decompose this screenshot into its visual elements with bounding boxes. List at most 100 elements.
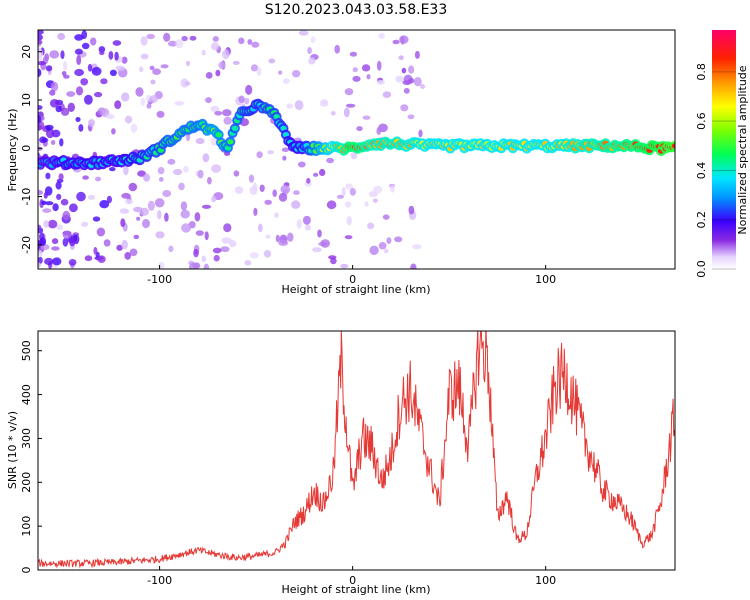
spectrogram-noise-cell [135, 87, 144, 97]
spectrogram-noise-cell [407, 114, 415, 120]
spectrogram-noise-cell [49, 89, 56, 96]
spectrogram-noise-cell [344, 88, 354, 96]
spectrogram-noise-cell [376, 60, 382, 71]
spectrogram-noise-cell [346, 216, 352, 226]
spectrogram-noise-cell [212, 247, 222, 254]
spectrogram-noise-cell [46, 128, 55, 139]
snr-y-tick-label: 200 [20, 472, 33, 493]
spectrogram-noise-cell [211, 195, 217, 203]
spectrogram-x-tick-label: 100 [535, 273, 556, 286]
spectrogram-noise-cell [162, 190, 172, 197]
spectrogram-noise-cell [189, 35, 197, 41]
spectrogram-noise-cell [76, 191, 86, 202]
spectrogram-ridge-cell [282, 132, 290, 138]
spectrogram-noise-cell [330, 111, 336, 116]
spectrogram-noise-cell [369, 245, 379, 255]
spectrogram-noise-cell [293, 190, 300, 196]
spectrogram-noise-cell [366, 74, 371, 80]
colorbar-tick-label: 0.8 [695, 63, 708, 81]
spectrogram-ridge-cell [227, 139, 234, 145]
spectrogram-noise-cell [249, 252, 259, 259]
spectrogram-noise-cell [60, 107, 70, 116]
snr-x-tick-label: -100 [147, 574, 172, 587]
spectrogram-noise-cell [38, 40, 43, 45]
spectrogram-noise-cell [38, 142, 42, 147]
spectrogram-noise-cell [63, 60, 68, 71]
spectrogram-noise-cell [201, 255, 206, 263]
spectrogram-noise-cell [60, 50, 65, 60]
spectrogram-noise-cell [56, 224, 64, 231]
spectrogram-noise-cell [45, 172, 51, 180]
spectrogram-noise-cell [218, 61, 226, 69]
spectrogram-noise-cell [181, 223, 192, 233]
spectrogram-noise-cell [345, 103, 356, 108]
spectrogram-noise-cell [344, 201, 352, 208]
spectrogram-noise-cell [38, 249, 43, 257]
spectrogram-noise-cell [74, 34, 84, 41]
spectrogram-noise-cell [352, 75, 361, 82]
spectrogram-noise-cell [349, 51, 357, 57]
spectrogram-noise-cell [154, 198, 165, 208]
spectrogram-noise-cell [124, 199, 134, 205]
spectrogram-noise-cell [193, 248, 199, 258]
spectrogram-noise-cell [280, 184, 291, 194]
spectrogram-noise-cell [334, 44, 341, 54]
spectrogram-noise-cell [264, 199, 273, 205]
spectrogram-noise-cell [180, 201, 188, 211]
spectrogram-y-tick-label: -10 [20, 188, 33, 206]
spectrogram-noise-cell [414, 50, 420, 59]
snr-marks [38, 331, 675, 569]
spectrogram-noise-cell [343, 107, 350, 118]
spectrogram-noise-cell [275, 234, 280, 243]
spectrogram-noise-cell [38, 47, 42, 53]
spectrogram-noise-cell [50, 140, 56, 145]
spectrogram-noise-cell [326, 200, 337, 210]
spectrogram-noise-cell [349, 188, 356, 196]
spectrogram-noise-cell [147, 200, 155, 211]
spectrogram-noise-cell [173, 168, 183, 176]
snr-x-ticks: -100 0 100 [147, 566, 556, 587]
spectrogram-noise-cell [297, 161, 306, 168]
spectrogram-noise-cell [278, 192, 288, 202]
spectrogram-noise-cell [194, 212, 201, 222]
spectrogram-noise-cell [341, 186, 346, 197]
spectrogram-noise-cell [386, 237, 392, 245]
spectrogram-noise-cell [43, 220, 49, 228]
spectrogram-noise-cell [38, 34, 43, 41]
spectrogram-noise-cell [313, 172, 319, 177]
spectrogram-noise-cell [45, 201, 54, 206]
spectrogram-noise-cell [210, 105, 220, 112]
spectrogram-noise-cell [336, 194, 344, 199]
snr-panel: -100 0 100 0 100 200 300 400 500 Height of stra… [6, 330, 676, 596]
colorbar: 0.0 0.2 0.4 0.6 0.8 Normalized spectral ampl… [695, 30, 749, 278]
spectrogram-y-label: Frequency (Hz) [6, 109, 19, 192]
spectrogram-noise-cell [274, 212, 279, 218]
spectrogram-noise-cell [129, 248, 138, 257]
spectrogram-noise-cell [340, 263, 349, 269]
spectrogram-noise-cell [383, 248, 389, 254]
spectrogram-noise-cell [201, 204, 212, 209]
spectrogram-noise-cell [352, 67, 358, 73]
spectrogram-noise-cell [310, 36, 316, 43]
spectrogram-noise-cell [304, 224, 311, 231]
spectrogram-noise-cell [232, 60, 240, 65]
spectrogram-noise-cell [112, 40, 122, 46]
spectrogram-noise-cell [378, 32, 385, 39]
spectrogram-noise-cell [234, 186, 244, 194]
spectrogram-noise-cell [382, 91, 392, 98]
spectrogram-noise-cell [181, 35, 188, 42]
spectrogram-y-tick-label: 20 [20, 45, 33, 59]
spectrogram-noise-cell [362, 115, 371, 120]
spectrogram-noise-cell [90, 37, 97, 46]
spectrogram-noise-cell [38, 189, 43, 196]
spectrogram-noise-cell [115, 65, 126, 71]
spectrogram-noise-cell [244, 260, 252, 266]
spectrogram-noise-cell [211, 42, 219, 51]
spectrogram-noise-cell [74, 68, 84, 77]
spectrogram-noise-cell [250, 64, 259, 72]
spectrogram-frame [37, 29, 676, 270]
spectrogram-noise-cell [136, 216, 141, 221]
spectrogram-noise-cell [259, 184, 265, 192]
spectrogram-noise-cell [50, 81, 59, 92]
